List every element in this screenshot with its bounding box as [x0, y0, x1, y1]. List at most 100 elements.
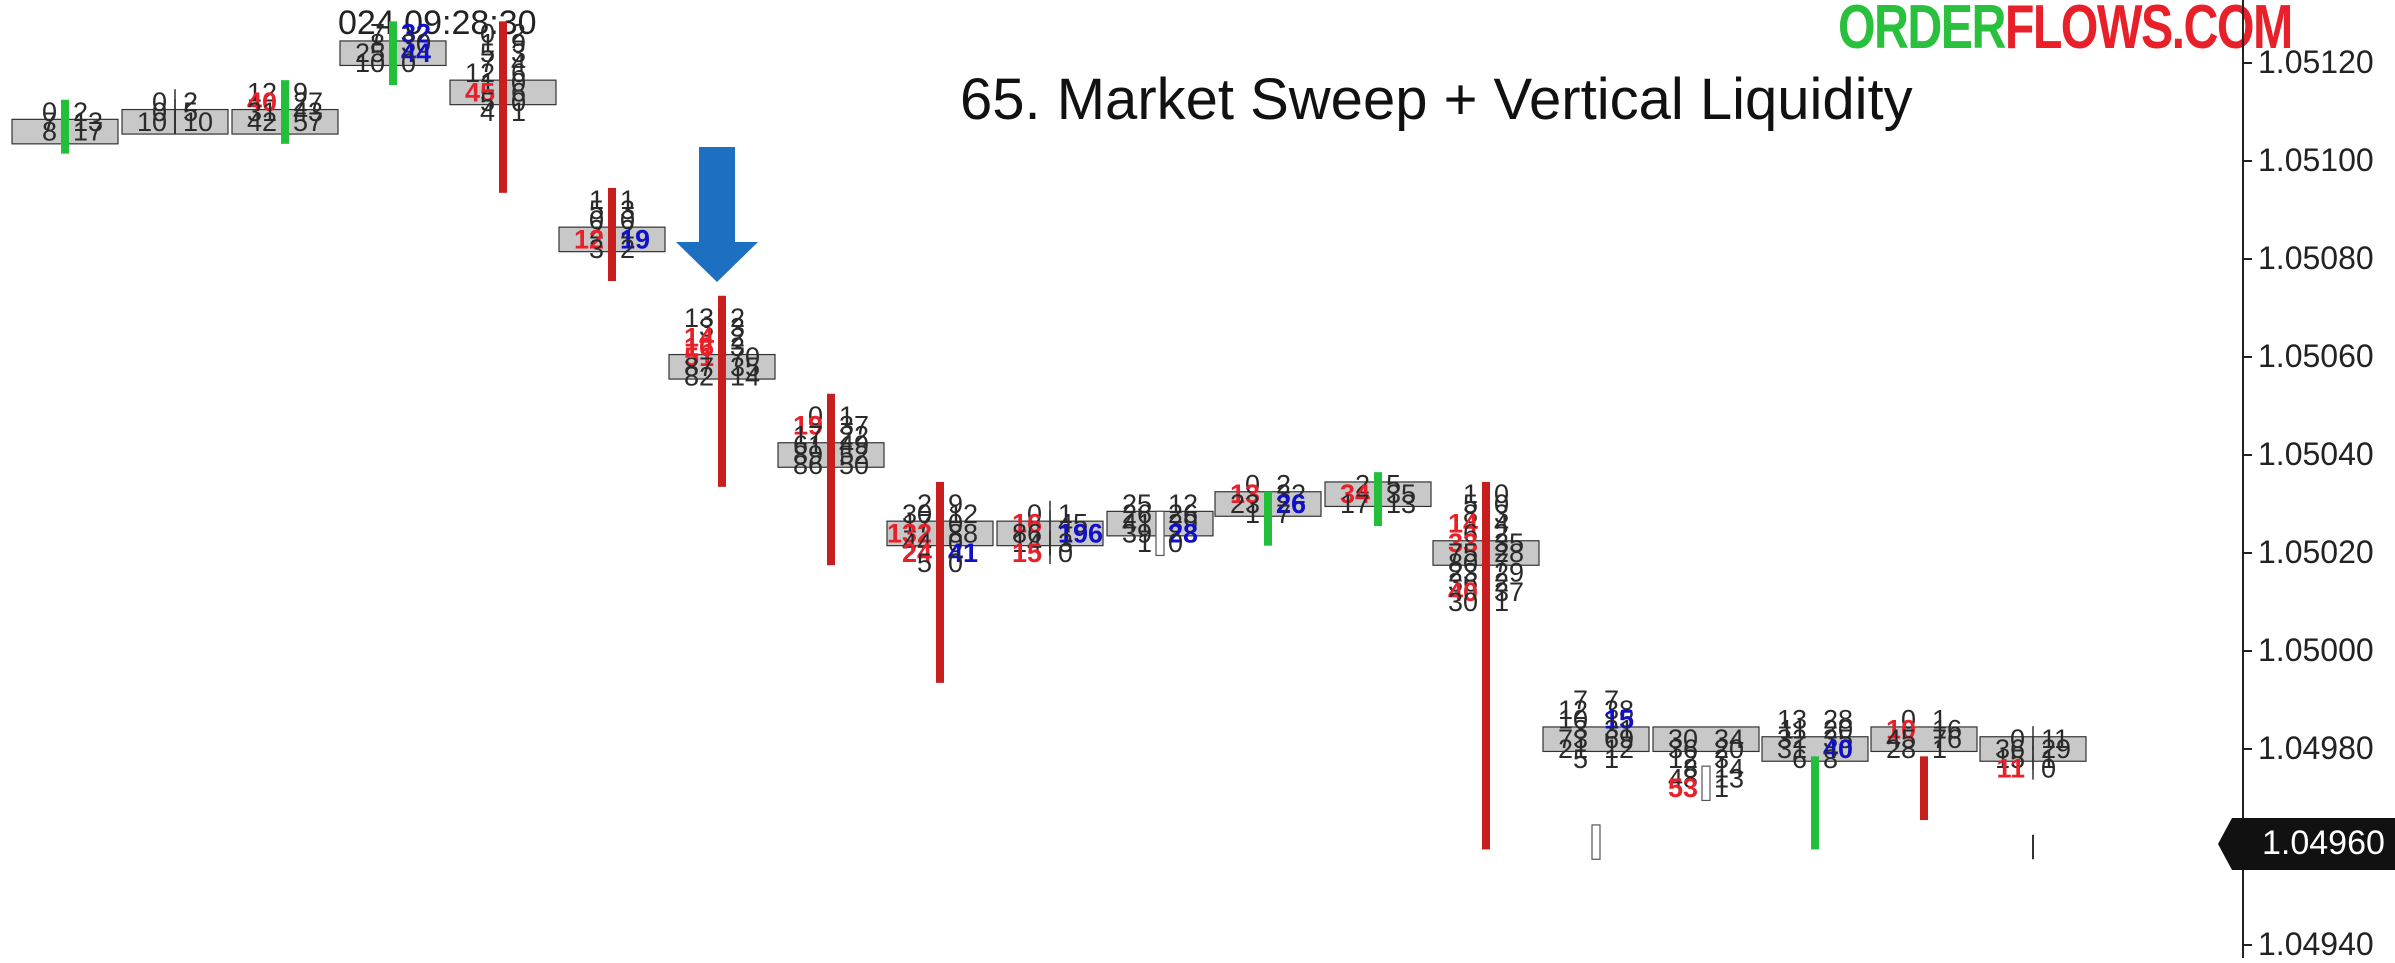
ask-volume: 20 — [1823, 714, 1853, 744]
bid-volume: 132 — [887, 518, 932, 548]
bid-volume: 0 — [1027, 499, 1042, 529]
ask-volume: 17 — [73, 117, 103, 147]
bid-volume: 6 — [1792, 744, 1807, 774]
ask-volume: 28 — [1168, 518, 1198, 548]
bid-volume: 75 — [1448, 538, 1478, 568]
ask-volume: 0 — [948, 548, 963, 578]
bid-volume: 80 — [1448, 548, 1478, 578]
ask-volume: 1 — [620, 185, 635, 215]
bid-volume: 7 — [42, 107, 57, 137]
bid-volume: 19 — [793, 411, 823, 441]
bid-volume: 8 — [1463, 499, 1478, 529]
ask-volume: 6 — [511, 58, 526, 88]
y-tick-label: 1.05020 — [2258, 534, 2374, 570]
bid-volume: 4 — [480, 97, 495, 127]
ask-volume: 12 — [1604, 734, 1634, 764]
bid-volume: 36 — [1448, 567, 1478, 597]
bid-volume: 12 — [574, 224, 604, 254]
ask-volume: 1 — [839, 401, 854, 431]
bid-volume: 33 — [1448, 528, 1478, 558]
candle-body-bearish — [499, 21, 507, 193]
ask-volume: 8 — [1823, 744, 1838, 774]
chart-title: 65. Market Sweep + Vertical Liquidity — [960, 67, 1913, 132]
ask-volume: 1 — [1604, 744, 1619, 774]
ask-volume: 196 — [1058, 518, 1103, 548]
bid-volume: 8 — [42, 117, 57, 147]
bid-volume: 17 — [1340, 489, 1370, 519]
ask-volume: 1 — [1494, 587, 1509, 617]
bid-volume: 31 — [247, 97, 277, 127]
ask-volume: 5 — [1386, 469, 1401, 499]
candle-body-hollow — [1155, 510, 1165, 557]
bid-volume: 21 — [1558, 734, 1588, 764]
ask-volume: 3 — [730, 313, 745, 343]
bid-volume: 17 — [902, 509, 932, 539]
bid-volume: 12 — [1668, 744, 1698, 774]
ask-volume: 11 — [2041, 724, 2069, 754]
bid-volume: 30 — [1668, 724, 1698, 754]
y-tick-label: 1.05080 — [2258, 240, 2374, 276]
candle-body-bearish — [936, 481, 944, 683]
bid-volume: 5 — [480, 87, 495, 117]
bid-volume: 45 — [1886, 724, 1916, 754]
ask-volume: 2 — [730, 322, 745, 352]
y-tick-label: 1.05100 — [2258, 142, 2374, 178]
ask-volume: 13 — [1714, 763, 1744, 793]
ask-volume: 0 — [1168, 528, 1183, 558]
logo-part-order: ORDER — [1838, 0, 2006, 62]
bid-volume: 16 — [684, 332, 714, 362]
ask-volume: 45 — [1058, 509, 1088, 539]
bid-volume: 87 — [684, 352, 714, 382]
bid-volume: 13 — [1230, 479, 1260, 509]
bid-volume: 86 — [793, 450, 823, 480]
ask-volume: 52 — [839, 440, 869, 470]
bid-volume: 1 — [1245, 499, 1260, 529]
bid-volume: 10 — [1558, 705, 1588, 735]
bid-volume: 7 — [1573, 685, 1588, 715]
ask-volume: 0 — [2041, 754, 2056, 784]
bid-volume: 61 — [793, 430, 823, 460]
bid-volume: 7 — [480, 48, 495, 78]
bid-volume: 3 — [589, 234, 604, 264]
bid-volume: 11 — [1996, 754, 2025, 784]
ask-volume: 4 — [1494, 509, 1509, 539]
ask-volume: 2 — [730, 303, 745, 333]
ask-volume: 1 — [1932, 734, 1947, 764]
ask-volume: 28 — [1823, 705, 1853, 735]
ask-volume: 30 — [401, 28, 431, 58]
ask-volume: 0 — [401, 48, 416, 78]
bid-volume: 0 — [808, 401, 823, 431]
bid-volume: 14 — [684, 322, 714, 352]
bid-volume: 82 — [684, 362, 714, 392]
y-tick-mark — [2242, 356, 2252, 358]
bid-volume: 41 — [1122, 509, 1152, 539]
bid-volume: 39 — [1122, 518, 1152, 548]
ask-volume: 16 — [1932, 714, 1962, 744]
ask-volume: 3 — [620, 195, 635, 225]
bid-volume: 31 — [1777, 734, 1807, 764]
bid-volume: 5 — [917, 548, 932, 578]
ask-volume: 26 — [1276, 489, 1306, 519]
ask-volume: 10 — [183, 107, 213, 137]
bid-volume: 2 — [917, 489, 932, 519]
bid-volume: 13 — [1777, 705, 1807, 735]
ask-volume: 7 — [1604, 685, 1619, 715]
bid-volume: 30 — [1448, 587, 1478, 617]
ask-volume: 3 — [1494, 499, 1509, 529]
ask-volume: 1 — [511, 97, 526, 127]
y-tick-mark — [2242, 454, 2252, 456]
bid-volume: 51 — [684, 342, 714, 372]
bid-volume: 0 — [480, 19, 495, 49]
bid-volume: 34 — [1340, 479, 1370, 509]
bid-volume: 15 — [1995, 744, 2025, 774]
bid-volume: 40 — [1448, 577, 1478, 607]
ask-volume: 0 — [511, 68, 526, 98]
bid-volume: 30 — [902, 499, 932, 529]
bid-volume: 2 — [1355, 469, 1370, 499]
ask-volume: 76 — [1932, 724, 1962, 754]
ask-volume: 27 — [293, 87, 323, 117]
bid-volume: 5 — [1573, 744, 1588, 774]
bid-volume: 73 — [1558, 724, 1588, 754]
ask-volume: 12 — [1168, 489, 1198, 519]
